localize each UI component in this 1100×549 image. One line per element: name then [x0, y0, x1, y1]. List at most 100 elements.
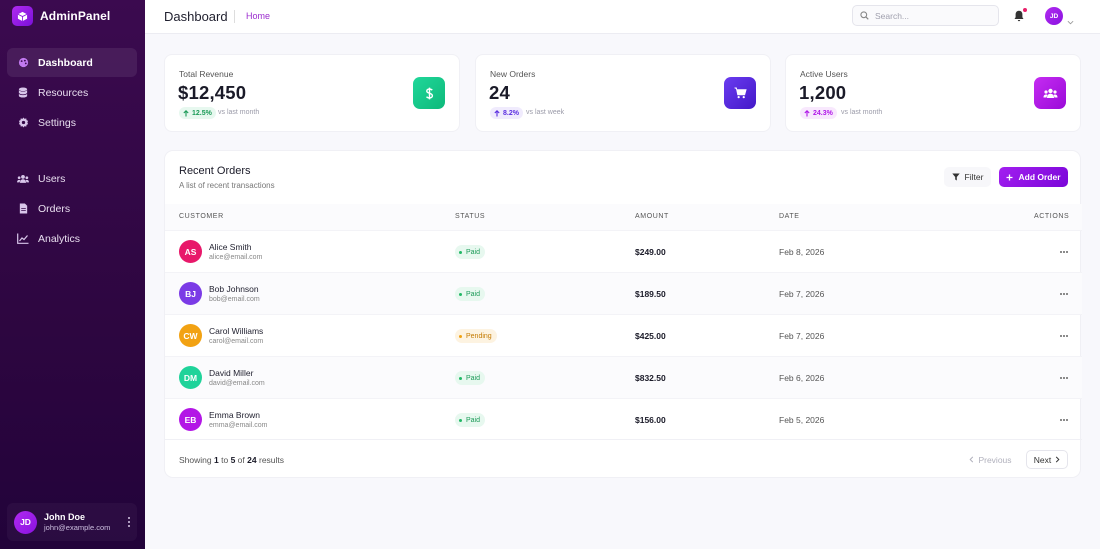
status-badge: Paid — [455, 413, 486, 427]
stat-label: New Orders — [490, 69, 536, 79]
column-header-actions: ACTIONS — [1034, 213, 1070, 220]
brand[interactable]: AdminPanel — [12, 6, 110, 26]
panel-title: Recent Orders — [179, 165, 251, 177]
order-amount: $249.00 — [635, 247, 666, 257]
stat-value: $12,450 — [178, 82, 247, 103]
sidebar: AdminPanel Dashboard Resources Settings … — [0, 0, 145, 549]
users-icon — [1034, 77, 1066, 109]
stat-card-orders: New Orders 24 8.2% vs last week — [475, 54, 771, 132]
user-name: John Doe — [44, 512, 86, 522]
more-horizontal-icon[interactable] — [1060, 251, 1068, 253]
stat-comparison: vs last week — [526, 109, 565, 116]
next-button[interactable]: Next — [1026, 450, 1068, 469]
brand-name: AdminPanel — [40, 9, 111, 23]
previous-button[interactable]: Previous — [964, 450, 1017, 469]
customer-email: bob@email.com — [209, 296, 260, 303]
order-date: Feb 5, 2026 — [779, 415, 825, 425]
breadcrumb[interactable]: Home — [246, 11, 271, 21]
stat-value: 24 — [489, 82, 510, 103]
sidebar-item-label: Dashboard — [38, 56, 93, 69]
column-header-status: STATUS — [455, 213, 486, 220]
cube-icon — [12, 6, 33, 26]
order-date: Feb 7, 2026 — [779, 289, 825, 299]
search-input[interactable] — [875, 10, 985, 21]
stat-change-badge: 12.5% — [179, 107, 216, 119]
palette-icon — [17, 57, 29, 69]
more-horizontal-icon[interactable] — [1060, 419, 1068, 421]
stat-change: 24.3% — [813, 109, 833, 117]
sidebar-item-settings[interactable]: Settings — [7, 108, 137, 137]
notification-dot — [1023, 8, 1027, 12]
customer-name: Alice Smith — [209, 242, 252, 252]
user-email: john@example.com — [44, 523, 111, 532]
more-horizontal-icon[interactable] — [1060, 377, 1068, 379]
add-order-button[interactable]: Add Order — [999, 167, 1068, 187]
order-amount: $156.00 — [635, 415, 666, 425]
arrow-up-icon — [183, 109, 189, 116]
chevron-right-icon — [1056, 456, 1060, 463]
avatar: AS — [179, 240, 202, 263]
header-avatar[interactable]: JD — [1045, 7, 1063, 25]
table-row[interactable]: DM David Miller david@email.com Paid $83… — [165, 356, 1082, 398]
sidebar-item-dashboard[interactable]: Dashboard — [7, 48, 137, 77]
arrow-up-icon — [804, 109, 810, 116]
file-icon — [17, 203, 29, 215]
recent-orders-panel: Recent Orders A list of recent transacti… — [164, 150, 1082, 478]
status-badge: Paid — [455, 371, 486, 385]
sidebar-item-label: Orders — [38, 202, 71, 215]
order-amount: $425.00 — [635, 331, 666, 341]
previous-label: Previous — [978, 454, 1012, 465]
table-row[interactable]: AS Alice Smith alice@email.com Paid $249… — [165, 230, 1082, 272]
cart-icon — [724, 77, 756, 109]
order-date: Feb 8, 2026 — [779, 247, 825, 257]
more-horizontal-icon[interactable] — [1060, 335, 1068, 337]
avatar: CW — [179, 324, 202, 347]
stat-comparison: vs last month — [218, 109, 260, 116]
order-amount: $832.50 — [635, 373, 666, 383]
line-chart-icon — [17, 233, 29, 245]
bell-icon[interactable] — [1014, 9, 1026, 22]
stat-card-revenue: Total Revenue $12,450 12.5% vs last mont… — [164, 54, 460, 132]
results-summary: Showing 1 to 5 of 24 results — [179, 455, 285, 465]
sidebar-item-label: Resources — [38, 86, 89, 99]
sidebar-item-orders[interactable]: Orders — [7, 194, 137, 223]
order-date: Feb 7, 2026 — [779, 331, 825, 341]
search-box[interactable] — [852, 5, 999, 26]
database-icon — [17, 87, 29, 99]
column-header-amount: AMOUNT — [635, 213, 669, 220]
customer-name: Emma Brown — [209, 410, 261, 420]
more-horizontal-icon[interactable] — [1060, 293, 1068, 295]
status-badge: Paid — [455, 245, 486, 259]
chevron-down-icon[interactable] — [1067, 12, 1074, 30]
sidebar-user-card[interactable]: JD John Doe john@example.com — [7, 503, 137, 541]
stat-value: 1,200 — [799, 82, 847, 103]
table-row[interactable]: BJ Bob Johnson bob@email.com Paid $189.5… — [165, 272, 1082, 314]
avatar: DM — [179, 366, 202, 389]
more-vertical-icon[interactable] — [126, 515, 132, 529]
plus-icon — [1006, 174, 1013, 180]
sidebar-item-label: Analytics — [38, 232, 81, 245]
sidebar-item-resources[interactable]: Resources — [7, 78, 137, 107]
order-amount: $189.50 — [635, 289, 666, 299]
sidebar-item-users[interactable]: Users — [7, 164, 137, 193]
customer-email: emma@email.com — [209, 422, 268, 429]
filter-button[interactable]: Filter — [944, 167, 991, 187]
stat-change-badge: 24.3% — [800, 107, 837, 119]
stat-card-users: Active Users 1,200 24.3% vs last month — [785, 54, 1081, 132]
customer-name: David Miller — [209, 368, 254, 378]
sidebar-item-analytics[interactable]: Analytics — [7, 224, 137, 253]
customer-email: alice@email.com — [209, 254, 263, 261]
table-row[interactable]: CW Carol Williams carol@email.com Pendin… — [165, 314, 1082, 356]
next-label: Next — [1033, 454, 1052, 465]
panel-subtitle: A list of recent transactions — [179, 181, 275, 190]
top-header: Dashboard Home JD — [145, 0, 1100, 34]
avatar: JD — [14, 510, 37, 534]
gear-icon — [17, 117, 29, 129]
sidebar-item-label: Users — [38, 172, 66, 185]
order-date: Feb 6, 2026 — [779, 373, 825, 383]
page-title: Dashboard — [164, 9, 228, 24]
customer-email: david@email.com — [209, 380, 265, 387]
table-row[interactable]: EB Emma Brown emma@email.com Paid $156.0… — [165, 398, 1082, 440]
filter-label: Filter — [964, 172, 984, 182]
search-icon — [860, 7, 869, 25]
